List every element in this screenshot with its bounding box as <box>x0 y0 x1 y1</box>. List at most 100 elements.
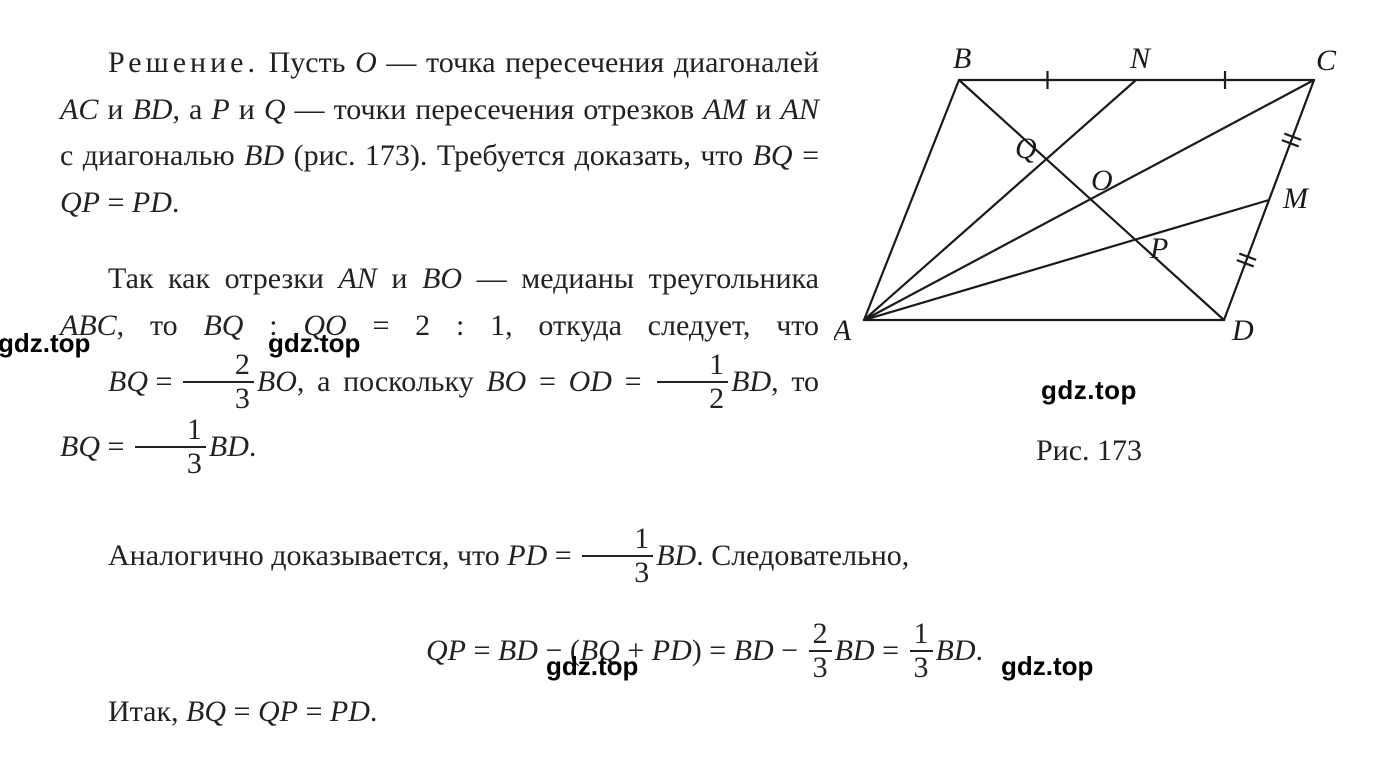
t: . <box>249 430 257 463</box>
t: = <box>148 365 180 398</box>
t: , <box>297 365 305 398</box>
t: — точка пересечения диагоналей <box>377 46 819 79</box>
t: Аналогично доказывается, что <box>108 539 507 572</box>
var-BQ: BQ <box>580 634 620 667</box>
t: и <box>747 93 781 126</box>
t: — точки пересечения отрезков <box>286 93 704 126</box>
var-BQ: BQ <box>203 309 243 342</box>
var-ABC: ABC <box>60 309 117 342</box>
t: и <box>377 262 422 295</box>
var-BO: BO <box>422 262 462 295</box>
var-AN: AN <box>339 262 377 295</box>
svg-text:Q: Q <box>1015 132 1037 165</box>
var-BQ: BQ <box>108 365 148 398</box>
var-BQ: BQ <box>186 695 226 728</box>
t: = <box>100 186 132 219</box>
display-equation: QP = BD − (BQ + PD) = BD − 23BD = 13BD. … <box>60 618 1349 683</box>
var-AM: AM <box>703 93 746 126</box>
t: + <box>620 634 652 667</box>
t: , <box>505 309 513 342</box>
var-PD: PD <box>132 186 172 219</box>
t: 1 <box>490 309 505 342</box>
var-BO: BO <box>486 365 526 398</box>
t: с диагональю <box>60 139 244 172</box>
frac-1-3: 13 <box>582 523 653 588</box>
var-PD: PD <box>652 634 692 667</box>
var-BD: BD <box>209 430 249 463</box>
t: (рис. 173). Требуется доказать, что <box>284 139 752 172</box>
svg-text:C: C <box>1316 44 1337 77</box>
var-BD: BD <box>498 634 538 667</box>
paragraph-5: Итак, BQ = QP = PD. <box>60 689 1349 736</box>
t: − ( <box>538 634 580 667</box>
paragraph-2: Так как отрезки AN и BO — медианы треуго… <box>60 256 1349 479</box>
svg-text:N: N <box>1129 42 1152 75</box>
var-P: P <box>211 93 229 126</box>
t: — медианы треугольника <box>462 262 819 295</box>
var-BD: BD <box>244 139 284 172</box>
t: 2 <box>415 309 430 342</box>
t: . Следовательно, <box>696 539 909 572</box>
var-BD: BD <box>734 634 774 667</box>
eq-watermark-2: gdz.top <box>1001 646 1093 686</box>
t: − <box>774 634 806 667</box>
svg-text:B: B <box>953 42 971 75</box>
frac-1-3: 13 <box>135 414 206 479</box>
svg-text:M: M <box>1282 182 1310 215</box>
t: = <box>347 309 415 342</box>
display-eq-content: QP = BD − (BQ + PD) = BD − 23BD = 13BD. … <box>426 618 983 683</box>
t: = <box>612 365 654 398</box>
document-page: ABNCDMOQP gdz.top Рис. 173 Решение. Пуст… <box>0 0 1379 764</box>
var-BQ: BQ <box>753 139 793 172</box>
var-BD: BD <box>731 365 771 398</box>
frac-2-3: 23 <box>809 618 832 683</box>
var-OD: OD <box>569 365 612 398</box>
var-AC: AC <box>60 93 98 126</box>
top-section: ABNCDMOQP gdz.top Рис. 173 Решение. Пуст… <box>60 40 1349 479</box>
var-QO: QO <box>303 309 346 342</box>
t: . <box>370 695 378 728</box>
paragraph-3: Аналогично доказывается, что PD = 13BD. … <box>60 523 1349 588</box>
var-BD: BD <box>835 634 875 667</box>
t: = <box>466 634 498 667</box>
inline-eq-1: gdz.top BQ = 23BO, gdz.top <box>60 349 304 414</box>
solution-label: Решение. <box>108 46 259 79</box>
var-BD: BD <box>132 93 172 126</box>
var-QP: QP <box>258 695 298 728</box>
var-BO: BO <box>257 365 297 398</box>
t: = <box>100 430 132 463</box>
t: . <box>172 186 180 219</box>
var-QP: QP <box>60 186 100 219</box>
frac-1-3: 13 <box>910 618 933 683</box>
t: ) = <box>692 634 734 667</box>
var-PD: PD <box>330 695 370 728</box>
t: = <box>875 634 907 667</box>
t: Пусть <box>259 46 355 79</box>
var-QP: QP <box>426 634 466 667</box>
var-Q: Q <box>264 93 286 126</box>
t: , то <box>771 365 819 398</box>
t: и <box>98 93 132 126</box>
var-BD: BD <box>656 539 696 572</box>
var-PD: PD <box>507 539 547 572</box>
t: Так как отрезки <box>108 262 339 295</box>
var-BD: BD <box>936 634 976 667</box>
frac-2-3: 23 <box>183 349 254 414</box>
frac-1-2: 12 <box>657 349 728 414</box>
t: а поскольку <box>317 365 486 398</box>
t: : <box>430 309 490 342</box>
t: : <box>243 309 303 342</box>
t: , а <box>172 93 211 126</box>
t: = <box>226 695 258 728</box>
t: Итак, <box>108 695 186 728</box>
svg-text:O: O <box>1091 164 1113 197</box>
t: = <box>793 139 819 172</box>
t: = <box>298 695 330 728</box>
var-BQ: BQ <box>60 430 100 463</box>
t: откуда следует, что <box>513 309 819 342</box>
t: . <box>976 634 984 667</box>
var-AN: AN <box>781 93 819 126</box>
var-O: O <box>355 46 377 79</box>
t: = <box>526 365 568 398</box>
t: , то <box>117 309 204 342</box>
